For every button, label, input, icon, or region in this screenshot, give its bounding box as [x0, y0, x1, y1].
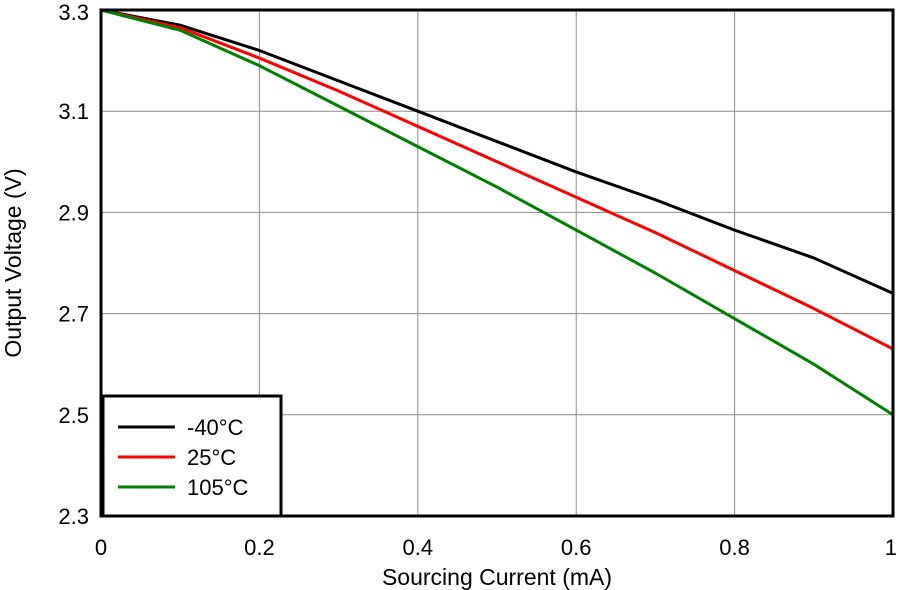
- y-tick-label-5: 3.3: [58, 0, 89, 25]
- series-line-2: [100, 8, 894, 417]
- y-tick-label-1: 2.5: [58, 403, 89, 428]
- y-tick-label-3: 2.9: [58, 200, 89, 225]
- x-tick-label-2: 0.4: [403, 535, 434, 560]
- x-tick-label-1: 0.2: [244, 535, 275, 560]
- legend-label-25: 25°C: [187, 445, 236, 470]
- x-tick-label-0: 0: [95, 535, 107, 560]
- y-axis-label: Output Voltage (V): [0, 168, 26, 357]
- y-tick-label-0: 2.3: [58, 504, 89, 529]
- y-tick-label-2: 2.7: [58, 302, 89, 327]
- series-line-0: [100, 8, 894, 295]
- x-tick-label-4: 0.8: [719, 535, 750, 560]
- tick-labels: 0 0.2 0.4 0.6 0.8 1 2.3 2.5 2.7 2.9 3.1 3.3: [58, 0, 897, 560]
- plot-frame: [99, 8, 895, 518]
- x-tick-label-5: 1: [885, 535, 897, 560]
- legend-label-105: 105°C: [187, 475, 249, 500]
- y-tick-label-4: 3.1: [58, 99, 89, 124]
- legend: -40°C 25°C 105°C: [101, 394, 283, 518]
- series-lines: [100, 8, 894, 417]
- x-tick-label-3: 0.6: [561, 535, 592, 560]
- x-axis-label: Sourcing Current (mA): [382, 564, 612, 590]
- series-line-1: [100, 8, 894, 351]
- legend-label-neg40: -40°C: [187, 415, 244, 440]
